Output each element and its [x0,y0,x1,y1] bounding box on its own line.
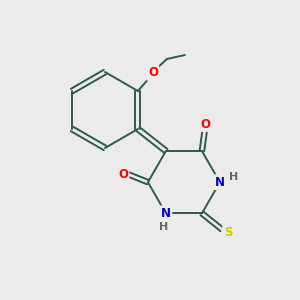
Text: N: N [161,207,171,220]
Text: O: O [148,67,158,80]
Text: S: S [224,226,232,239]
Text: O: O [118,168,128,181]
Text: H: H [159,222,169,233]
Text: O: O [200,118,210,130]
Text: H: H [229,172,239,182]
Text: N: N [215,176,225,189]
